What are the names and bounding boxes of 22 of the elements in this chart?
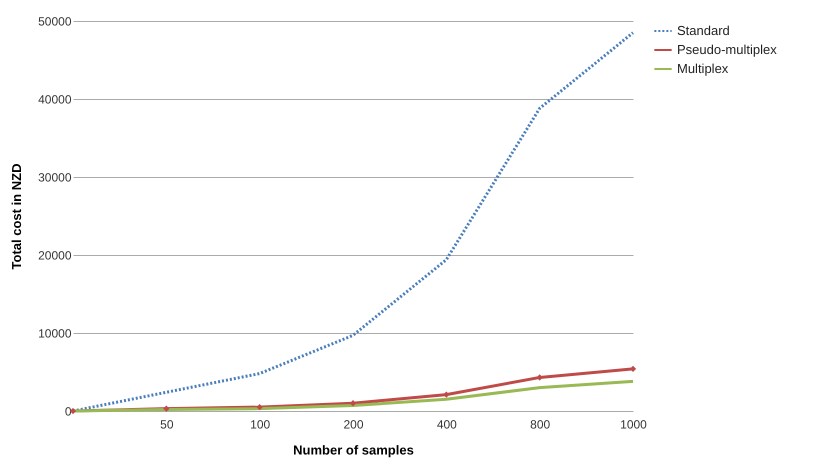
legend-label: Multiplex — [677, 61, 729, 76]
x-tick-label: 800 — [530, 418, 550, 432]
x-tick-label: 100 — [250, 418, 270, 432]
y-tick-label: 20000 — [38, 248, 72, 262]
y-tick-label: 40000 — [38, 92, 72, 106]
x-tick-label: 1000 — [620, 418, 648, 432]
point — [536, 374, 543, 381]
point — [443, 391, 450, 398]
point — [163, 406, 170, 412]
y-tick-label: 30000 — [38, 170, 72, 184]
legend-label: Pseudo-multiplex — [677, 42, 778, 57]
y-tick-label: 10000 — [38, 326, 72, 340]
x-tick-label: 400 — [436, 418, 458, 432]
legend-label: Standard — [677, 23, 730, 38]
y-axis-title: Total cost in NZD — [9, 164, 24, 270]
y-tick-label: 0 — [64, 404, 72, 418]
point — [350, 400, 356, 406]
y-tick-label: 50000 — [38, 14, 72, 28]
x-axis-title: Number of samples — [293, 442, 414, 458]
x-tick-label: 50 — [160, 418, 174, 432]
point — [256, 404, 263, 410]
x-tick-label: 200 — [343, 418, 364, 432]
